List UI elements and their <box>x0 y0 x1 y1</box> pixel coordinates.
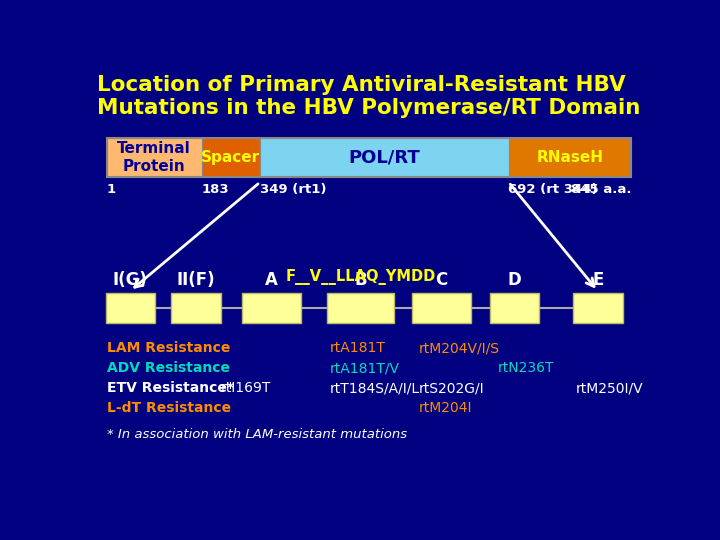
Text: ETV Resistance*: ETV Resistance* <box>107 381 234 395</box>
Bar <box>202 138 260 177</box>
Text: rtM250I/V: rtM250I/V <box>575 381 643 395</box>
Text: L-dT Resistance: L-dT Resistance <box>107 401 231 415</box>
Bar <box>242 294 301 322</box>
Text: 845 a.a.: 845 a.a. <box>571 183 631 197</box>
Bar <box>260 138 508 177</box>
Bar <box>107 138 202 177</box>
Bar <box>413 294 471 322</box>
Text: rtN236T: rtN236T <box>498 361 554 375</box>
Text: I(G): I(G) <box>113 271 148 288</box>
Text: II(F): II(F) <box>176 271 215 288</box>
Text: 692 (rt 344): 692 (rt 344) <box>508 183 598 197</box>
Text: 1: 1 <box>107 183 116 197</box>
Text: E: E <box>592 271 603 288</box>
Text: A: A <box>265 271 278 288</box>
Text: rtI169T: rtI169T <box>221 381 271 395</box>
Bar <box>107 138 631 177</box>
Text: LAM Resistance: LAM Resistance <box>107 341 230 355</box>
Text: rtS202G/I: rtS202G/I <box>419 381 485 395</box>
Text: rtM204I: rtM204I <box>419 401 473 415</box>
Text: * In association with LAM-resistant mutations: * In association with LAM-resistant muta… <box>107 428 407 441</box>
Text: F__V__LLAQ_YMDD: F__V__LLAQ_YMDD <box>286 269 436 285</box>
Text: rtT184S/A/I/L: rtT184S/A/I/L <box>330 381 420 395</box>
Bar <box>106 294 155 322</box>
Text: D: D <box>507 271 521 288</box>
Text: Terminal
Protein: Terminal Protein <box>117 141 191 173</box>
Text: ADV Resistance: ADV Resistance <box>107 361 230 375</box>
Bar <box>171 294 220 322</box>
Text: Spacer: Spacer <box>202 150 261 165</box>
Text: 183: 183 <box>202 183 229 197</box>
Text: 349 (rt1): 349 (rt1) <box>260 183 327 197</box>
Text: POL/RT: POL/RT <box>348 148 420 166</box>
Bar <box>327 294 394 322</box>
Text: rtM204V/I/S: rtM204V/I/S <box>419 341 500 355</box>
Text: B: B <box>354 271 367 288</box>
Text: RNaseH: RNaseH <box>536 150 603 165</box>
Bar <box>490 294 539 322</box>
Bar <box>508 138 631 177</box>
Text: C: C <box>436 271 448 288</box>
Text: rtA181T: rtA181T <box>330 341 386 355</box>
Text: rtA181T/V: rtA181T/V <box>330 361 400 375</box>
Text: Location of Primary Antiviral-Resistant HBV
Mutations in the HBV Polymerase/RT D: Location of Primary Antiviral-Resistant … <box>97 75 641 118</box>
Bar <box>572 294 623 322</box>
